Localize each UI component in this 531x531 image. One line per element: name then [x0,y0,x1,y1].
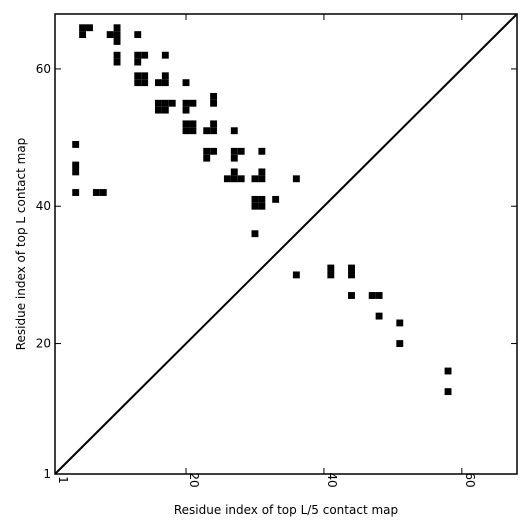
contact-cell-lower [251,230,259,238]
contact-cell-lower [258,202,266,210]
contact-cell-lower [203,154,211,162]
contact-cell-upper [327,271,335,279]
contact-cell-lower [210,120,218,128]
contact-cell-lower [99,189,107,196]
contact-cell-lower [230,127,238,135]
contact-cell-lower [161,51,169,59]
contact-cell-lower [154,79,162,87]
contact-cell-lower [113,24,121,32]
contact-cell-lower [141,72,149,80]
contact-cell-lower [189,127,197,135]
contact-cell-lower [272,195,280,203]
contact-cell-lower [113,38,121,45]
contact-cell-lower [258,175,266,183]
x-tick-label: 1 [56,476,70,484]
contact-cell-lower [258,195,266,203]
contact-cell-lower [79,24,87,32]
contact-cell-lower [223,175,231,183]
y-axis-label: Residue index of top L contact map [14,138,28,351]
contact-cell-upper [444,367,452,375]
contact-cell-lower [182,127,190,135]
contact-cell-lower [251,202,259,210]
contact-cell-lower [72,141,80,148]
contact-cell-lower [161,99,169,107]
contact-cell-lower [230,175,238,183]
y-tick-label: 20 [36,337,51,351]
contact-cell-lower [210,92,218,100]
contact-cell-upper [348,292,355,299]
contact-cell-lower [79,31,87,39]
contact-cell-lower [182,120,190,128]
contact-cell-lower [182,99,190,107]
contact-cell-lower [182,79,190,87]
contact-cell-lower [168,99,176,107]
y-tick-label: 60 [36,62,51,76]
contact-cell-lower [72,189,80,196]
contact-cell-lower [251,195,259,203]
contact-cell-lower [154,106,162,114]
contact-cell-upper [375,312,383,320]
contact-cell-lower [134,51,142,59]
contact-cell-lower [258,168,266,176]
x-tick-label: 60 [463,472,477,487]
y-tick-label: 40 [36,199,51,213]
contact-cell-lower [230,168,238,176]
y-tick-label: 1 [43,467,51,481]
contact-cell-lower [292,175,300,183]
diagonal-line [54,13,518,475]
contact-cell-lower [203,147,211,155]
contact-cell-lower [106,31,114,39]
contact-cell-lower [134,58,142,66]
contact-cell-lower [210,147,218,155]
contact-cell-lower [134,31,142,39]
contact-cell-lower [154,99,162,107]
contact-cell-lower [113,31,121,39]
contact-cell-lower [141,51,149,59]
contact-cell-lower [134,72,142,80]
contact-cell-lower [161,72,169,80]
contact-cell-upper [396,340,404,347]
contact-cell-upper [327,264,335,272]
contact-cell-lower [230,147,238,155]
contact-cell-upper [375,292,383,299]
contact-cell-lower [141,79,149,87]
plot-frame [54,13,518,475]
contact-cell-upper [348,264,355,272]
contact-cell-lower [210,99,218,107]
x-tick-label: 40 [325,472,339,487]
axis-ticks: 1 20 40 60 1 20 40 60 [36,14,517,488]
contact-cell-lower [237,175,245,183]
contact-cell-upper [368,292,376,299]
contact-cell-lower [230,154,238,162]
x-axis-label: Residue index of top L/5 contact map [174,503,398,517]
contact-cell-lower [182,106,190,114]
contact-cell-upper [292,271,300,279]
contact-cell-upper [444,388,452,396]
contact-cell-lower [72,161,80,169]
contact-cell-lower [210,127,218,135]
x-tick-label: 20 [187,472,201,487]
contact-cell-lower [113,58,121,66]
contact-cell-lower [134,79,142,87]
contact-cell-lower [161,106,169,114]
contact-cell-lower [189,120,197,128]
contact-cell-lower [258,147,266,155]
contact-cell-upper [348,271,355,279]
contact-cell-lower [203,127,211,135]
contact-cell-upper [396,319,404,327]
contact-cell-lower [189,99,197,107]
contact-cell-lower [113,51,121,59]
contact-cell-lower [72,168,80,176]
contact-cell-lower [92,189,100,196]
contact-cell-lower [161,79,169,87]
contact-cell-lower [251,175,259,183]
contact-cell-lower [237,147,245,155]
contact-cells [72,24,452,396]
contact-cell-lower [86,24,93,32]
